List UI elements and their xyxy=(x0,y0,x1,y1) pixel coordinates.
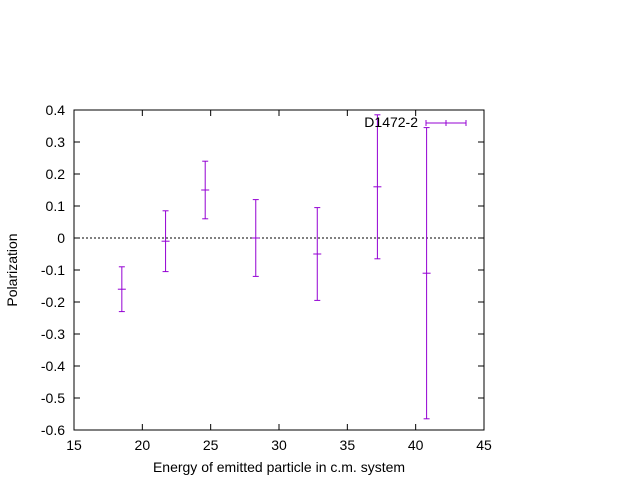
x-tick-label: 45 xyxy=(476,437,492,453)
y-tick-label: -0.6 xyxy=(41,422,65,438)
x-axis-label: Energy of emitted particle in c.m. syste… xyxy=(153,459,405,475)
y-tick-label: 0.2 xyxy=(46,166,66,182)
legend: D1472-2 xyxy=(364,114,467,130)
x-tick-label: 35 xyxy=(340,437,356,453)
y-tick-label: -0.5 xyxy=(41,390,65,406)
data-point xyxy=(117,266,126,313)
x-tick-label: 20 xyxy=(135,437,151,453)
plot-frame xyxy=(73,109,485,431)
y-tick-label: -0.4 xyxy=(41,358,65,374)
y-tick-label: -0.3 xyxy=(41,326,65,342)
y-axis-label: Polarization xyxy=(4,233,20,306)
legend-label: D1472-2 xyxy=(364,114,418,130)
x-tick-label: 40 xyxy=(408,437,424,453)
y-tick-label: 0.3 xyxy=(46,134,66,150)
data-point xyxy=(373,114,382,260)
y-tick-label: 0.4 xyxy=(46,102,66,118)
x-tick-label: 30 xyxy=(271,437,287,453)
data-point xyxy=(161,210,170,273)
x-tick-label: 25 xyxy=(203,437,219,453)
y-tick-label: 0.1 xyxy=(46,198,66,214)
y-tick-label: 0 xyxy=(57,230,65,246)
data-point xyxy=(313,207,322,301)
x-tick-label: 15 xyxy=(66,437,82,453)
data-point xyxy=(201,160,210,220)
data-point xyxy=(422,127,431,420)
y-tick-label: -0.1 xyxy=(41,262,65,278)
y-tick-label: -0.2 xyxy=(41,294,65,310)
data-point xyxy=(251,199,260,277)
